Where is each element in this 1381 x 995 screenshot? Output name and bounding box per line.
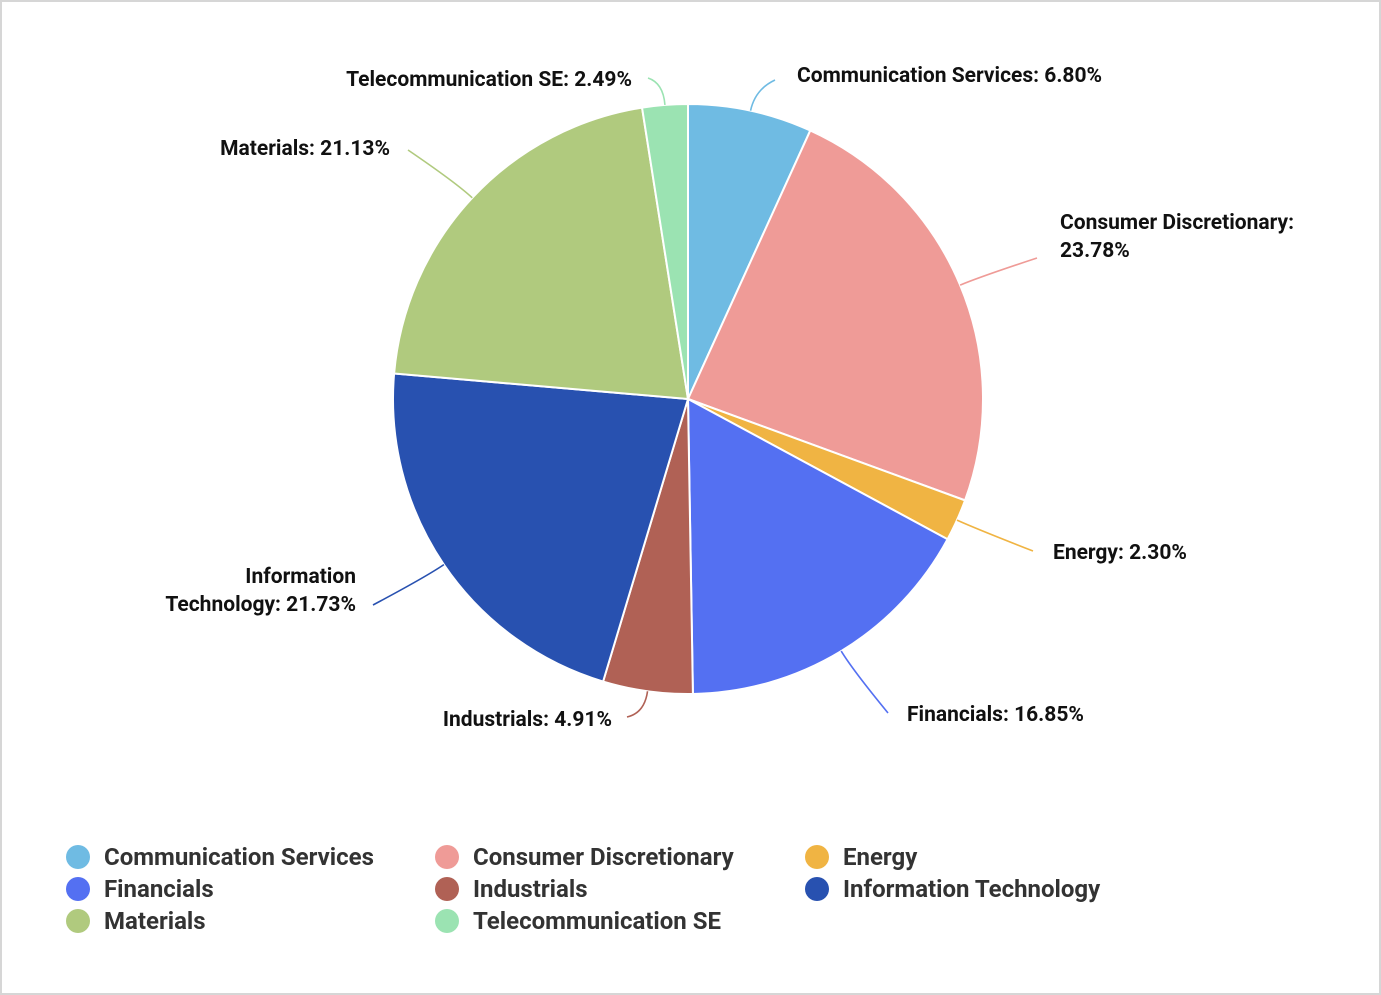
legend-swatch <box>805 845 829 869</box>
legend-swatch <box>435 877 459 901</box>
slice-label: Materials: 21.13% <box>220 137 390 161</box>
legend-swatch <box>66 845 90 869</box>
leader-line <box>749 79 776 111</box>
legend-swatch <box>66 909 90 933</box>
legend-label: Consumer Discretionary <box>473 843 734 871</box>
slice-label: Energy: 2.30% <box>1053 541 1187 565</box>
slice-label: Telecommunication SE: 2.49% <box>346 68 632 92</box>
pie-slice <box>393 106 690 401</box>
slice-label: Industrials: 4.91% <box>442 708 612 732</box>
legend-label: Information Technology <box>843 875 1101 903</box>
pie-slice <box>640 102 689 400</box>
slice-label: Communication Services: 6.80% <box>797 64 1103 88</box>
leader-line <box>959 257 1038 286</box>
pie-slice <box>687 102 812 400</box>
legend-label: Communication Services <box>104 843 374 871</box>
slice-label: Financials: 16.85% <box>907 703 1084 727</box>
legend-label: Industrials <box>473 875 588 903</box>
pie-slice <box>392 372 690 683</box>
pie-slice <box>686 129 984 502</box>
leader-line <box>372 563 445 606</box>
legend-swatch <box>66 877 90 901</box>
leader-line <box>956 519 1034 552</box>
legend-label: Energy <box>843 843 918 871</box>
slice-label: Information Technology: 21.73% <box>165 565 356 617</box>
legend-swatch <box>805 877 829 901</box>
legend-label: Telecommunication SE <box>473 907 722 935</box>
leader-line <box>407 149 473 199</box>
legend-label: Materials <box>104 907 206 935</box>
legend-label: Financials <box>104 875 214 903</box>
leader-line <box>626 691 649 718</box>
leader-line <box>647 77 666 105</box>
leader-line <box>840 650 889 714</box>
legend-swatch <box>435 909 459 933</box>
legend-swatch <box>435 845 459 869</box>
slice-label: Consumer Discretionary: 23.78% <box>1060 211 1295 263</box>
